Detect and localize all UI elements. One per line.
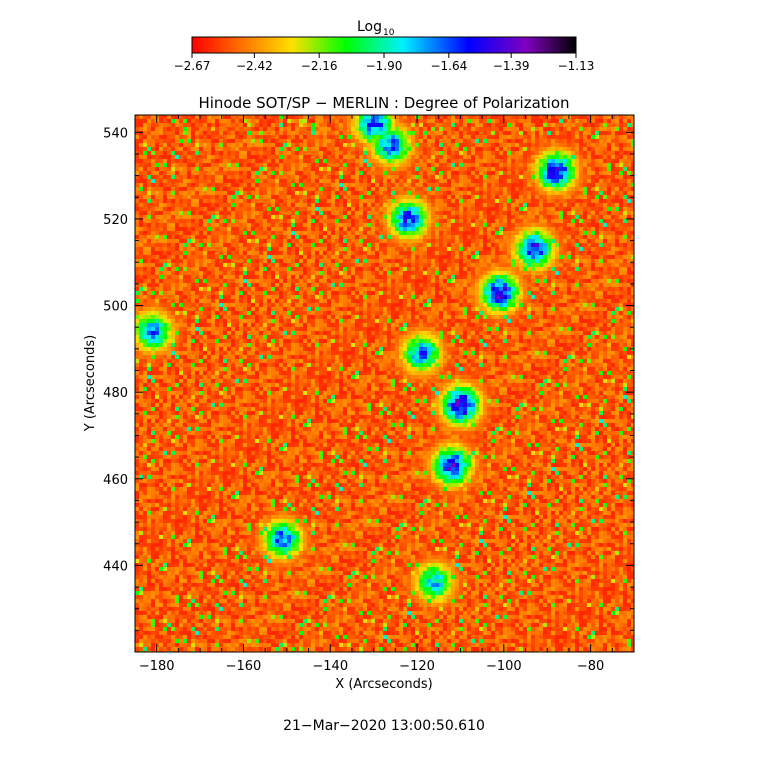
y-tick-label: 500 <box>103 300 128 315</box>
colorbar-tick-label: −2.67 <box>174 59 211 73</box>
colorbar-tick-label: −2.16 <box>301 59 338 73</box>
colorbar-title-subscript: 10 <box>383 28 395 38</box>
colorbar-tick-label: −2.42 <box>236 59 273 73</box>
chart-title: Hinode SOT/SP − MERLIN : Degree of Polar… <box>198 94 569 112</box>
colorbar: Log 10 −2.67 −2.42 −2.16 −1.90 −1.64 −1.39 −1.… <box>174 19 595 73</box>
colorbar-gradient <box>191 36 577 54</box>
x-axis-label: X (Arcseconds) <box>335 677 432 692</box>
y-axis-label: Y (Arcseconds) <box>83 335 98 432</box>
x-tick-label: −140 <box>312 659 348 674</box>
x-tick-label: −80 <box>577 659 604 674</box>
y-tick-label: 540 <box>103 126 128 141</box>
timestamp: 21−Mar−2020 13:00:50.610 <box>283 718 485 734</box>
plot-frame <box>134 114 635 653</box>
colorbar-tick-label: −1.90 <box>366 59 403 73</box>
y-tick-label: 520 <box>103 213 128 228</box>
x-tick-label: −100 <box>486 659 522 674</box>
x-tick-label: −160 <box>226 659 262 674</box>
colorbar-tick-label: −1.39 <box>493 59 530 73</box>
y-tick-label: 480 <box>103 386 128 401</box>
colorbar-title: Log <box>357 19 382 35</box>
x-tick-label: −180 <box>139 659 175 674</box>
y-tick-label: 440 <box>103 559 128 574</box>
colorbar-tick-label: −1.64 <box>430 59 467 73</box>
colorbar-ticks: −2.67 −2.42 −2.16 −1.90 −1.64 −1.39 −1.13 <box>174 53 595 73</box>
x-tick-label: −120 <box>399 659 435 674</box>
axes: −180 −160 −140 −120 −100 −80 440 460 480 500 520 54… <box>103 115 635 674</box>
y-tick-label: 460 <box>103 473 128 488</box>
heatmap-image <box>135 115 634 652</box>
colorbar-tick-label: −1.13 <box>558 59 595 73</box>
